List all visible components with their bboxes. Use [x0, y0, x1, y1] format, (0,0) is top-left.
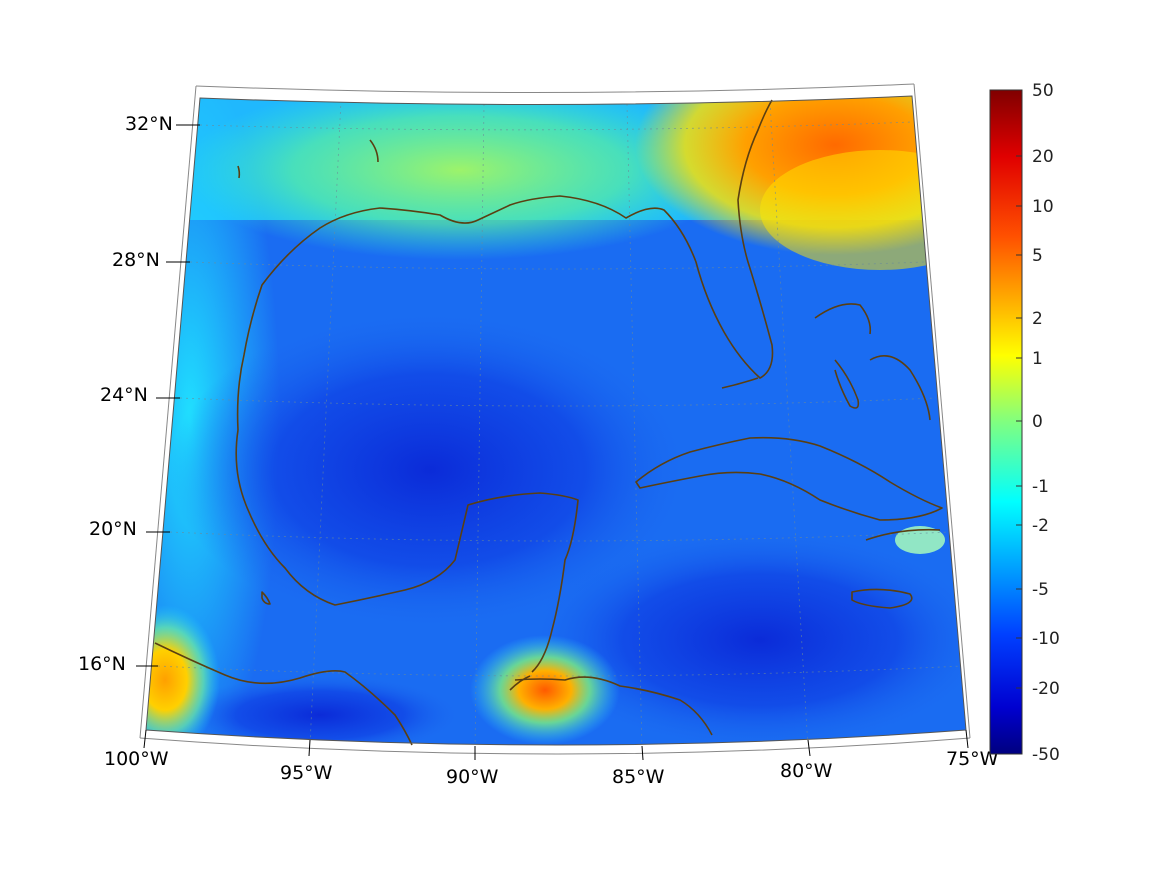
colorbar-tick-label: -20 [1032, 679, 1060, 699]
lat-tick-label: 28°N [112, 249, 160, 271]
lon-tick-label: 75°W [946, 748, 999, 770]
map-frame [139, 83, 971, 755]
colorbar-tick-label: 2 [1032, 309, 1043, 329]
lon-tick-label: 85°W [612, 766, 665, 788]
colorbar-tick-label: -1 [1032, 477, 1049, 497]
colorbar-tick-label: -5 [1032, 580, 1049, 600]
lat-tick-label: 16°N [78, 653, 126, 675]
coastline [154, 99, 943, 746]
data-field [146, 96, 966, 745]
colorbar-tick-label: 20 [1032, 147, 1054, 167]
colorbar-tick-label: 0 [1032, 412, 1043, 432]
colorbar-tick-label: -50 [1032, 745, 1060, 765]
lat-tick-label: 32°N [125, 113, 173, 135]
latitude-axis: 32°N 28°N 24°N 20°N 16°N [78, 113, 200, 675]
lat-tick-label: 20°N [89, 518, 137, 540]
colorbar-tick-label: 50 [1032, 81, 1054, 101]
colorbar-tick-label: 5 [1032, 246, 1043, 266]
graticule [157, 99, 963, 745]
colorbar-tick-label: -10 [1032, 629, 1060, 649]
longitude-axis: 100°W 95°W 90°W 85°W 80°W 75°W [104, 729, 999, 788]
colorbar-tick-label: -2 [1032, 516, 1049, 536]
lon-tick-label: 100°W [104, 748, 169, 770]
colorbar-ramp [989, 89, 1023, 755]
lon-tick-label: 95°W [280, 762, 333, 784]
lat-tick-label: 24°N [100, 384, 148, 406]
lon-tick-label: 80°W [780, 760, 833, 782]
colorbar-tick-label: 10 [1032, 197, 1054, 217]
lon-tick-label: 90°W [446, 766, 499, 788]
colorbar-tick-label: 1 [1032, 349, 1043, 369]
